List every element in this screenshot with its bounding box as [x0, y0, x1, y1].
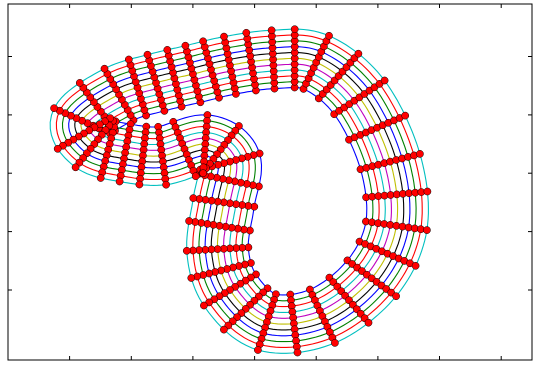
marker-40-11: [96, 174, 105, 182]
marker-28-11: [187, 274, 196, 282]
marker-29-11: [182, 246, 191, 255]
marker-17-11: [416, 150, 424, 158]
marker-41-11: [71, 163, 80, 172]
marker-26-11: [220, 325, 228, 334]
marker-24-11: [293, 348, 302, 357]
marker-23-11: [331, 339, 339, 347]
marker-14-11: [354, 49, 363, 58]
marker-27-11: [200, 301, 208, 310]
marker-42-11: [53, 144, 62, 153]
marker-22-11: [364, 318, 373, 327]
marker-21-11: [392, 292, 400, 301]
marker-13-11: [325, 31, 333, 40]
marker-1-11: [50, 104, 58, 113]
marker-5-11: [143, 50, 152, 59]
marker-12-11: [290, 25, 299, 34]
marker-38-11: [135, 180, 144, 189]
marker-2-11: [75, 79, 84, 87]
marker-30-11: [185, 217, 193, 225]
marker-9-11: [220, 32, 228, 41]
marker-3-11: [100, 64, 109, 73]
marker-8-11: [199, 37, 207, 46]
marker-25-11: [254, 346, 262, 354]
marker-39-11: [115, 177, 124, 186]
marker-11-11: [267, 26, 276, 35]
marker-7-11: [181, 41, 190, 50]
marker-35-11: [199, 169, 207, 178]
marker-37-11: [162, 180, 170, 189]
marker-16-11: [401, 111, 410, 120]
marker-18-11: [423, 187, 432, 196]
marker-20-11: [411, 261, 420, 270]
marker-31-11: [189, 194, 198, 202]
marker-36-11: [191, 172, 200, 181]
ticks-layer: [8, 4, 532, 360]
marker-4-11: [124, 55, 133, 64]
plot-frame: [7, 3, 533, 361]
marker-6-11: [163, 46, 172, 54]
marker-15-11: [380, 76, 389, 85]
marker-10-11: [242, 28, 251, 37]
markers-layer: [50, 25, 432, 357]
marker-19-11: [423, 226, 431, 234]
